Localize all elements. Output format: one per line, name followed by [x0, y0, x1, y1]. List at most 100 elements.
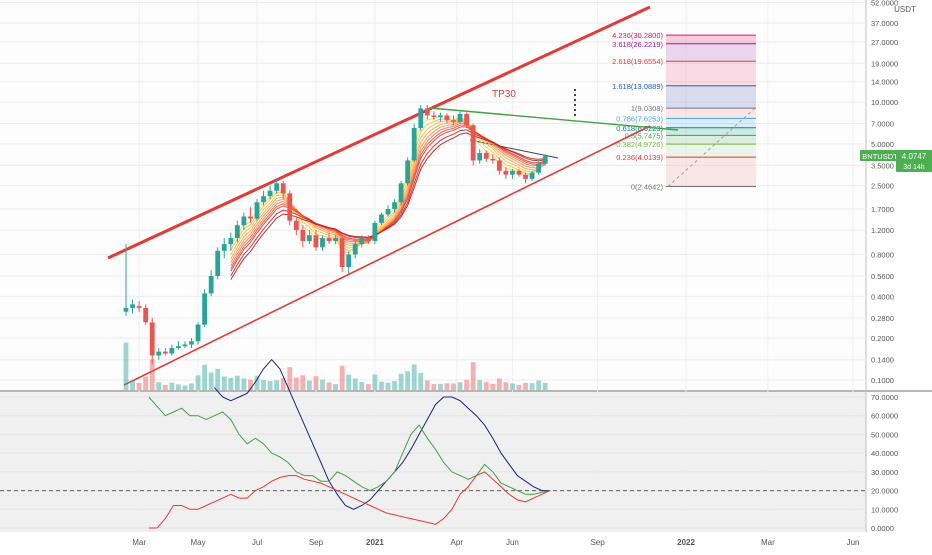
- volume-bar: [313, 376, 319, 390]
- price-tick-label: 52.0000: [871, 0, 898, 7]
- volume-bar: [320, 379, 325, 390]
- tp-label: TP30: [492, 89, 516, 100]
- candle-body: [477, 152, 483, 161]
- volume-bar: [280, 377, 286, 390]
- indicator-panel-background: [0, 392, 866, 532]
- candle-body: [523, 174, 528, 179]
- candle-body: [176, 346, 181, 348]
- indicator-tick-label: 50.0000: [871, 430, 898, 439]
- candle-body: [254, 202, 260, 219]
- volume-bar: [438, 383, 443, 390]
- candle-body: [182, 344, 188, 347]
- indicator-tick-label: 70.0000: [871, 393, 898, 402]
- indicator-tick-label: 10.0000: [871, 505, 898, 514]
- candle-body: [542, 156, 548, 164]
- candle-body: [280, 183, 286, 194]
- volume-bar: [228, 377, 234, 390]
- volume-bars: [123, 342, 548, 390]
- projection-dot: [573, 103, 577, 107]
- symbol-tag[interactable]: [860, 150, 900, 161]
- fib-level-label: 0.236(4.0139): [616, 153, 663, 162]
- volume-bar: [411, 364, 417, 390]
- last-price-tag[interactable]: [896, 150, 932, 172]
- channel-bottom-line: [123, 125, 651, 386]
- time-tick-label: Mar: [761, 538, 775, 547]
- volume-bar: [398, 373, 404, 390]
- time-tick-label: Jun: [506, 538, 519, 547]
- price-tick-label: 10.0000: [871, 98, 898, 107]
- volume-bar: [254, 375, 260, 390]
- fib-level-label: 0.382(4.9726): [616, 140, 663, 149]
- currency-label: USDT: [894, 5, 916, 14]
- volume-bar: [300, 375, 306, 390]
- candle-body: [156, 351, 162, 356]
- volume-bar: [182, 385, 188, 390]
- candle-body: [320, 238, 325, 248]
- volume-bar: [136, 382, 142, 390]
- candle-body: [287, 193, 293, 221]
- symbol-label: BNTUSDT: [862, 152, 898, 161]
- time-tick-label: 2022: [677, 538, 695, 547]
- volume-bar: [451, 383, 456, 390]
- fib-zone: [666, 61, 756, 86]
- volume-bar: [176, 384, 181, 390]
- volume-bar: [123, 342, 129, 390]
- volume-bar: [261, 380, 266, 390]
- fib-level-label: 0.5(5.7475): [625, 131, 664, 140]
- fib-zone: [666, 118, 756, 128]
- candle-body: [418, 108, 424, 129]
- time-tick-label: Sep: [590, 538, 605, 547]
- volume-bar: [149, 359, 155, 390]
- candle-body: [162, 351, 168, 354]
- fib-level-label: 0(2.4642): [631, 183, 664, 192]
- price-tick-label: 0.1000: [871, 376, 894, 385]
- indicator-lines: [0, 358, 866, 529]
- candle-body: [490, 158, 496, 161]
- volume-bar: [496, 378, 502, 390]
- price-tick-label: 0.8000: [871, 250, 894, 259]
- price-tick-label: 0.1400: [871, 356, 894, 365]
- axis-layer: 0.1000 0.1400 0.2000 0.2800 0.4000 0.5600 0.80…: [132, 0, 898, 547]
- fib-level-label: 3.618(26.2219): [612, 40, 663, 49]
- volume-bar: [392, 381, 397, 390]
- channel-top-line: [107, 5, 651, 260]
- candle-body: [392, 202, 397, 209]
- price-tick-label: 14.0000: [871, 78, 898, 87]
- volume-bar: [162, 384, 168, 390]
- volume-bar: [457, 382, 463, 390]
- candle-body: [379, 214, 384, 223]
- volume-bar: [359, 381, 365, 390]
- candle-body: [457, 113, 463, 122]
- volume-bar: [293, 377, 299, 390]
- candle-body: [438, 115, 443, 117]
- fib-zone: [666, 85, 756, 109]
- price-tick-label: 7.0000: [871, 120, 894, 129]
- indicator-line: [148, 396, 551, 495]
- fibonacci-extension[interactable]: 4.236(30.2800)3.618(26.2219) 2.618(19.655…: [612, 31, 756, 192]
- candle-body: [529, 172, 535, 179]
- price-tick-label: 0.2800: [871, 314, 894, 323]
- indicator-tick-label: 60.0000: [871, 412, 898, 421]
- volume-bar: [483, 382, 489, 390]
- time-tick-label: 2021: [366, 538, 384, 547]
- ema-ribbon-line: [230, 129, 546, 277]
- volume-bar: [405, 371, 411, 390]
- fib-zone: [666, 135, 756, 145]
- volume-bar: [418, 372, 424, 390]
- volume-bar: [503, 382, 509, 390]
- fib-level-label: 4.236(30.2800): [612, 31, 663, 40]
- price-panel-background: [0, 0, 866, 390]
- time-tick-label: Jun: [847, 538, 860, 547]
- ema-ribbon-line: [230, 122, 546, 266]
- candle-body: [503, 170, 509, 175]
- candle-body: [510, 170, 515, 175]
- price-tick-label: 2.5000: [871, 182, 894, 191]
- fib-zone: [666, 108, 756, 119]
- projection-dot: [573, 108, 577, 112]
- candle-body: [123, 307, 129, 312]
- volume-bar: [234, 375, 240, 390]
- fib-level-label: 0.786(7.6253): [616, 114, 663, 123]
- candle-body: [398, 183, 404, 203]
- volume-bar: [431, 383, 437, 390]
